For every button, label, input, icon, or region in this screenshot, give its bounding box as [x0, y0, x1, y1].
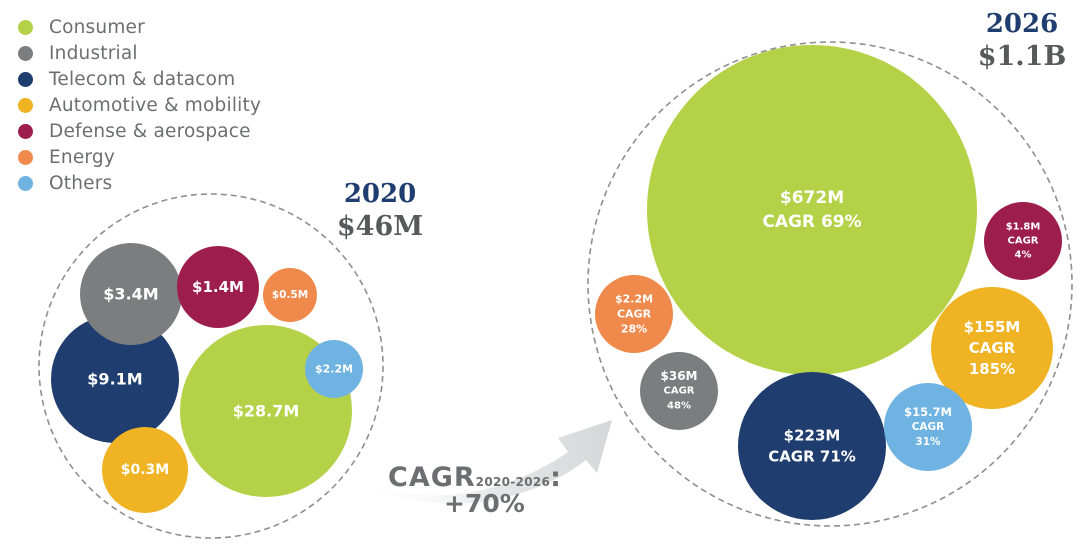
year-2026-header: 2026 $1.1B — [964, 11, 1080, 70]
legend-label: Telecom & datacom — [49, 68, 236, 90]
bubble-label-2026-energy: 28% — [621, 323, 647, 336]
bubble-2026-telecom-datacom — [738, 372, 886, 520]
bubble-label-2026-energy: $2.2M — [615, 293, 653, 306]
bubble-label-2026-others: CAGR — [912, 421, 945, 433]
bubble-2020-telecom-datacom — [51, 315, 179, 443]
legend-item-consumer: Consumer — [18, 14, 261, 40]
legend-label: Defense & aerospace — [49, 120, 251, 142]
bubble-2026-industrial — [640, 352, 718, 430]
bubble-label-2026-defense-aerospace: CAGR — [1008, 236, 1039, 247]
bubble-2026-energy — [595, 275, 673, 353]
bubble-label-2026-defense-aerospace: 4% — [1015, 250, 1032, 261]
legend-label: Energy — [49, 147, 115, 169]
year-2020-total: $46M — [336, 211, 424, 242]
legend-swatch — [18, 97, 33, 113]
legend-swatch — [18, 176, 33, 192]
cagr-label: CAGR — [388, 462, 476, 493]
bubble-label-2020-industrial: $3.4M — [103, 285, 158, 304]
bubble-label-2020-defense-aerospace: $1.4M — [192, 278, 244, 296]
legend-item-others: Others — [18, 171, 261, 197]
year-2026-total: $1.1B — [977, 41, 1067, 72]
bubble-label-2026-others: 31% — [915, 436, 941, 448]
legend-item-industrial: Industrial — [18, 40, 261, 66]
legend-swatch — [18, 123, 33, 139]
bubble-label-2026-industrial: $36M — [661, 369, 698, 383]
cagr-colon: : — [550, 462, 562, 493]
legend-item-telecom-datacom: Telecom & datacom — [18, 66, 261, 92]
bubble-label-2026-industrial: CAGR — [664, 386, 695, 397]
cagr-value: +70% — [444, 489, 525, 518]
group-2026-outline — [587, 41, 1073, 527]
bubble-2026-others — [884, 383, 972, 471]
bubble-2020-defense-aerospace — [177, 246, 259, 328]
cagr-period: 2020-2026 — [475, 475, 551, 489]
legend: Consumer Industrial Telecom & datacom Autom… — [18, 14, 261, 197]
bubble-2026-defense-aerospace — [984, 202, 1062, 280]
bubble-2020-energy — [263, 268, 317, 322]
bubble-2020-others — [305, 340, 363, 398]
legend-label: Automotive & mobility — [49, 94, 262, 116]
bubble-label-2026-telecom-datacom: CAGR 71% — [768, 448, 856, 466]
bubble-label-2026-industrial: 48% — [667, 401, 691, 412]
legend-swatch — [18, 71, 33, 87]
legend-swatch — [18, 19, 33, 35]
cagr-caption: CAGR2020-2026: +70% — [388, 462, 618, 518]
bubble-label-2020-automotive-mobility: $0.3M — [121, 462, 169, 478]
bubble-label-2026-consumer: CAGR 69% — [762, 212, 861, 232]
bubble-label-2020-consumer: $28.7M — [233, 402, 300, 421]
bubble-label-2020-telecom-datacom: $9.1M — [87, 370, 142, 389]
legend-item-automotive-mobility: Automotive & mobility — [18, 92, 261, 118]
bubble-label-2026-automotive-mobility: $155M — [964, 318, 1021, 336]
legend-label: Consumer — [49, 16, 145, 38]
group-2020-outline — [38, 193, 384, 539]
legend-swatch — [18, 150, 33, 166]
bubble-label-2026-consumer: $672M — [780, 188, 844, 208]
bubble-2020-automotive-mobility — [102, 427, 188, 513]
legend-swatch — [18, 45, 33, 61]
growth-arrow — [352, 420, 612, 504]
bubble-label-2026-defense-aerospace: $1.8M — [1006, 222, 1041, 233]
legend-item-defense-aerospace: Defense & aerospace — [18, 118, 261, 144]
bubble-2020-industrial — [80, 243, 182, 345]
year-2020-header: 2020 $46M — [330, 181, 430, 240]
bubble-label-2020-energy: $0.5M — [272, 289, 308, 301]
bubble-label-2026-telecom-datacom: $223M — [784, 427, 841, 445]
bubble-label-2026-automotive-mobility: 185% — [969, 360, 1015, 378]
bubble-label-2026-energy: CAGR — [617, 308, 652, 321]
legend-label: Others — [49, 173, 113, 195]
bubble-2026-consumer — [647, 45, 977, 375]
bubble-label-2026-others: $15.7M — [904, 405, 952, 419]
year-2026-label: 2026 — [985, 9, 1059, 39]
bubble-label-2020-others: $2.2M — [315, 363, 353, 376]
legend-label: Industrial — [49, 42, 138, 64]
year-2020-label: 2020 — [343, 179, 417, 209]
bubble-label-2026-automotive-mobility: CAGR — [969, 339, 1016, 357]
legend-item-energy: Energy — [18, 144, 261, 170]
bubble-2026-automotive-mobility — [931, 287, 1053, 409]
